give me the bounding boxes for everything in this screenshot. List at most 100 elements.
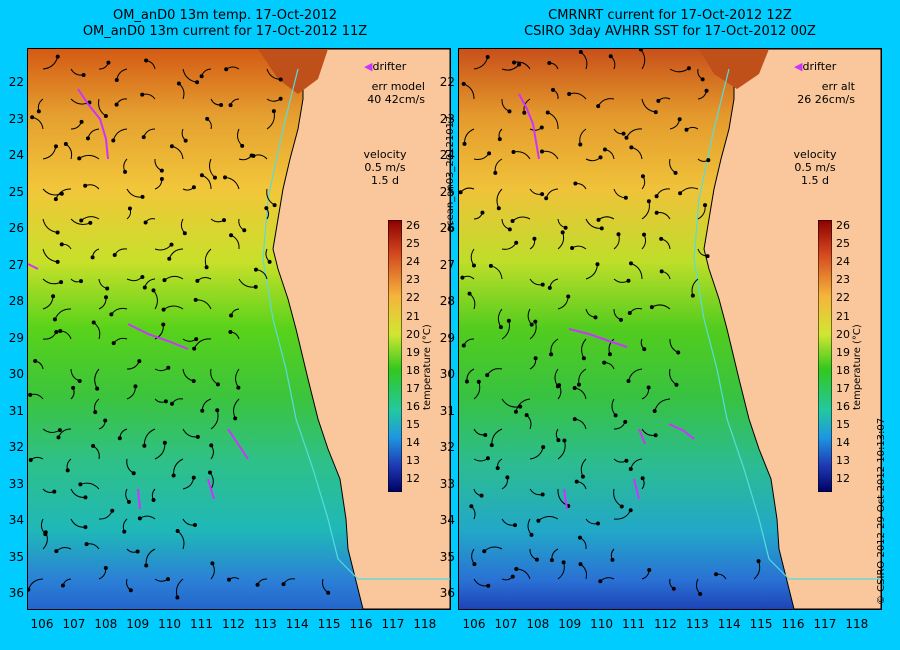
current-arrow-head: [223, 175, 228, 180]
current-arrow-head: [598, 155, 603, 160]
current-arrow-head: [28, 392, 33, 397]
current-arrow-head: [140, 194, 145, 199]
current-arrow-head: [640, 476, 645, 481]
left-drifter-legend: ◀drifter: [364, 60, 407, 73]
lat-tick-label: 26: [8, 221, 24, 235]
current-arrow-head: [540, 282, 545, 287]
current-arrow-head: [560, 230, 565, 235]
current-arrow-head: [137, 359, 142, 364]
current-arrow-head: [626, 278, 631, 283]
current-arrow-head: [111, 341, 116, 346]
current-arrow-head: [110, 508, 115, 513]
current-arrow-head: [659, 269, 664, 274]
current-arrow-head: [608, 54, 613, 59]
lat-tick-label: 25: [439, 184, 455, 199]
current-arrow-head: [36, 109, 41, 114]
colorbar-tick-label: 22: [836, 291, 850, 305]
lon-tick-label: 113: [685, 617, 709, 631]
current-arrow-head: [522, 110, 527, 115]
lon-tick-label: 111: [190, 617, 213, 631]
lat-tick-label: 36: [439, 586, 455, 600]
current-arrow-head: [59, 280, 64, 285]
current-arrow-head: [195, 278, 200, 283]
current-arrow-head: [78, 482, 83, 487]
current-arrow-head: [141, 135, 146, 140]
current-arrow-head: [624, 458, 629, 463]
current-arrow-head: [209, 443, 214, 448]
current-arrow-head: [646, 199, 651, 204]
current-arrow-head: [191, 378, 196, 383]
current-arrow-head: [128, 588, 133, 593]
lon-tick-label: 114: [717, 617, 741, 631]
current-arrow-head: [533, 319, 538, 324]
drifter-legend-icon: ◀: [794, 60, 803, 73]
current-arrow-head: [598, 579, 603, 584]
current-arrow-head: [659, 236, 664, 241]
current-arrows: [28, 54, 331, 600]
left-map-panel: [27, 48, 451, 610]
lat-tick-label: 28: [8, 294, 24, 308]
current-arrow-head: [28, 458, 33, 463]
velocity-scale: 0.5 m/s: [794, 161, 836, 174]
current-arrow-head: [33, 358, 38, 363]
current-arrow-head: [653, 433, 658, 438]
current-arrow-head: [476, 379, 481, 384]
right-colorbar-label: temperature (°C): [852, 324, 863, 410]
current-arrow-head: [210, 561, 215, 566]
current-arrow-head: [567, 91, 572, 96]
current-arrow-head: [517, 62, 522, 67]
current-arrow-head: [90, 255, 95, 260]
land: [272, 49, 450, 609]
current-arrow-head: [176, 81, 181, 86]
current-arrow-head: [255, 582, 260, 587]
current-arrow-head: [602, 360, 607, 365]
land-north-coast: [699, 49, 769, 89]
current-arrow-head: [619, 504, 624, 509]
lon-tick-label: 113: [253, 617, 277, 631]
current-arrow-head: [77, 156, 82, 161]
current-arrow-head: [278, 77, 283, 82]
current-arrow-head: [83, 525, 88, 530]
current-arrow-head: [123, 169, 128, 174]
current-arrow-head: [485, 55, 490, 60]
drifter-legend-icon: ◀: [364, 60, 373, 73]
colorbar-tick-label: 13: [836, 454, 850, 468]
current-arrow-head: [58, 328, 63, 333]
current-arrow-head: [461, 81, 466, 86]
current-arrow-head: [204, 265, 209, 270]
current-arrow-head: [496, 206, 501, 211]
current-arrow-head: [65, 468, 70, 473]
lon-tick-label: 112: [221, 617, 245, 631]
current-arrow-head: [140, 275, 145, 280]
current-arrow-head: [229, 233, 234, 238]
current-arrow-head: [144, 58, 149, 63]
lat-tick-label: 27: [439, 257, 455, 272]
current-arrow-head: [117, 436, 122, 441]
current-arrow-head: [627, 311, 632, 316]
current-arrow-head: [536, 518, 541, 523]
current-arrow-head: [529, 322, 534, 327]
current-arrow-head: [533, 356, 538, 361]
current-arrow-head: [51, 294, 56, 299]
current-arrow-head: [532, 236, 537, 241]
lat-tick-label: 34: [439, 513, 455, 527]
current-arrow-head: [192, 523, 197, 528]
current-arrow-head: [618, 317, 623, 322]
lat-tick-label: 27: [8, 257, 24, 272]
current-arrow-head: [169, 144, 174, 149]
current-arrow-head: [479, 493, 484, 498]
current-arrow-head: [638, 49, 643, 52]
right-velocity-legend: velocity 0.5 m/s 1.5 d: [775, 148, 855, 187]
lat-tick-label: 31: [8, 403, 24, 418]
current-arrow-head: [95, 386, 100, 391]
colorbar-tick-label: 23: [836, 273, 850, 287]
lat-tick-label: 30: [439, 367, 455, 381]
current-arrow-head: [485, 373, 490, 378]
current-arrow-head: [541, 445, 546, 450]
current-arrow-head: [272, 203, 277, 208]
lat-tick-label: 25: [8, 184, 24, 199]
current-arrow-head: [106, 60, 111, 65]
current-arrow-head: [471, 263, 476, 268]
current-arrow-head: [144, 563, 149, 568]
colorbar-tick-label: 24: [836, 255, 850, 269]
